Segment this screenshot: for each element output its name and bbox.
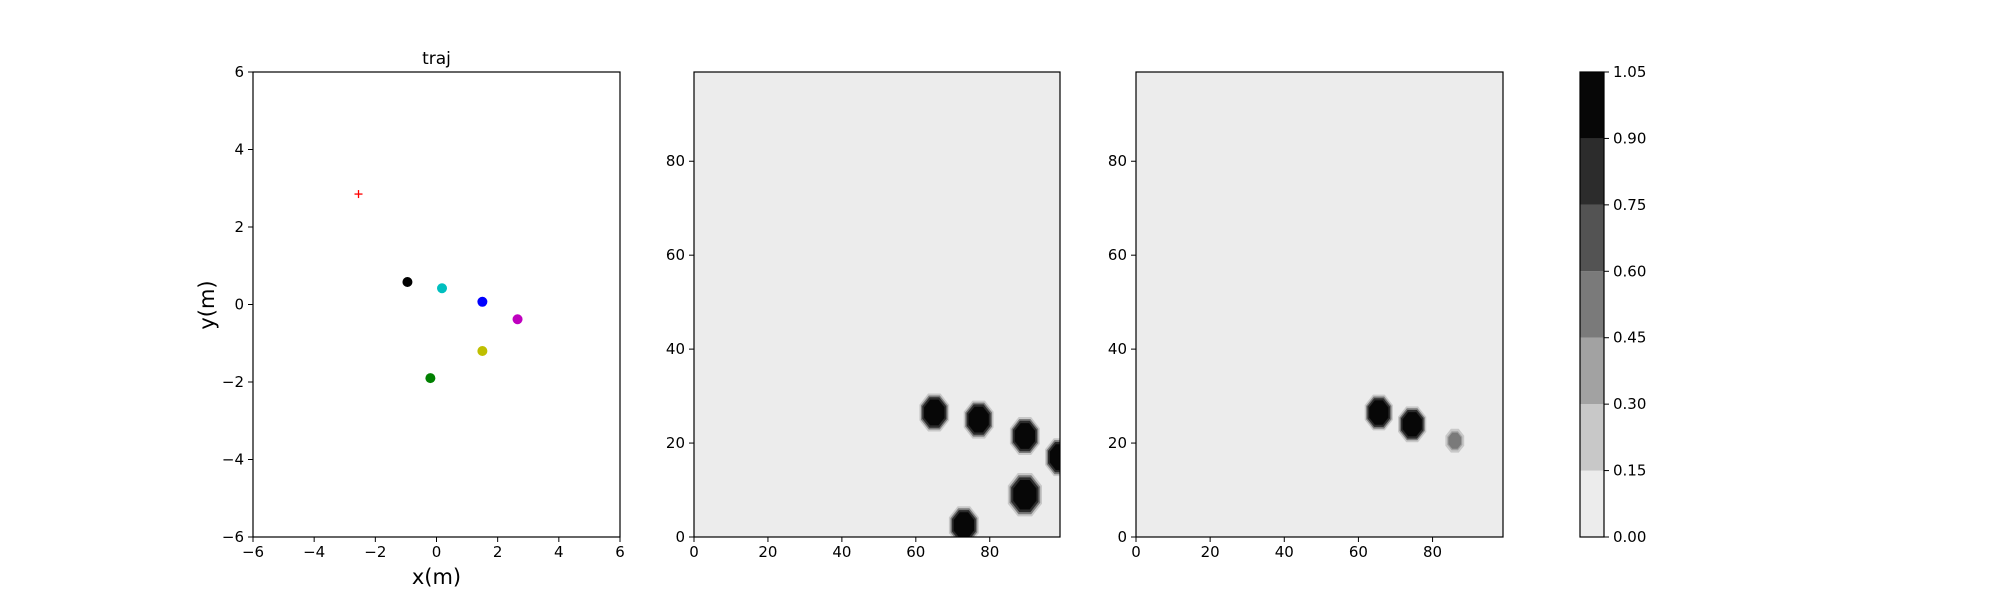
- heatmap-2-x-tick-label: 60: [1349, 543, 1368, 561]
- trajectory-plot-frame: [252, 71, 621, 538]
- heatmap-1-y-tick-label: 20: [666, 434, 685, 452]
- heatmap-1-y-tick-label: 60: [666, 246, 685, 264]
- trajectory-y-tick-label: 6: [234, 63, 244, 81]
- colorbar-tick-label: 0.00: [1613, 528, 1646, 546]
- colorbar-band: [1580, 271, 1604, 338]
- heatmap-plot-1: 0 20 40 60 80 0 20 40 60 80: [666, 71, 1061, 561]
- heatmap-1-x-tick-label: 80: [980, 543, 999, 561]
- heatmap-2-x-tick-label: 80: [1423, 543, 1442, 561]
- trajectory-plot-title: traj: [422, 49, 451, 69]
- heatmap-1-y-ticks: 0 20 40 60 80: [666, 152, 694, 546]
- trajectory-point: [425, 373, 436, 384]
- heatmap-1-blobs: [919, 393, 1060, 537]
- trajectory-point: [477, 346, 488, 356]
- trajectory-y-tick-label: 4: [234, 141, 244, 159]
- colorbar-frame: [1579, 71, 1605, 538]
- heatmap-2-x-ticks: 0 20 40 60 80: [1131, 537, 1442, 561]
- colorbar-tick-label: 0.90: [1613, 129, 1646, 147]
- trajectory-x-tick-label: 4: [554, 543, 564, 561]
- heatmap-1-blob: [1045, 438, 1060, 477]
- heatmap-2-x-tick-label: 20: [1201, 543, 1220, 561]
- heatmap-1-y-tick-label: 80: [666, 152, 685, 170]
- trajectory-points: [354, 190, 523, 384]
- trajectory-y-tick-label: 0: [234, 296, 244, 314]
- colorbar-tick-label: 0.45: [1613, 329, 1646, 347]
- colorbar-tick-label: 0.15: [1613, 462, 1646, 480]
- heatmap-2-blob: [1398, 406, 1427, 443]
- heatmap-1-x-tick-label: 60: [906, 543, 925, 561]
- heatmap-1-frame: [693, 71, 1061, 538]
- colorbar-band: [1580, 470, 1604, 537]
- trajectory-goal-marker: [354, 190, 363, 199]
- heatmap-1-x-ticks: 0 20 40 60 80: [689, 537, 999, 561]
- heatmap-1-blob: [919, 393, 950, 432]
- heatmap-2-x-tick-label: 0: [1131, 543, 1141, 561]
- trajectory-x-tick-label: −2: [364, 543, 386, 561]
- x-axis-label: x(m): [412, 565, 461, 589]
- heatmap-2-blob: [1364, 394, 1393, 431]
- heatmap-2-y-tick-label: 40: [1108, 340, 1127, 358]
- heatmap-2-y-tick-label: 80: [1108, 152, 1127, 170]
- colorbar-ticks: 0.00 0.15 0.30 0.45 0.60 0.75 0.90 1.05: [1604, 63, 1646, 546]
- trajectory-point: [437, 283, 448, 294]
- y-axis-label: y(m): [195, 280, 219, 329]
- colorbar-band: [1580, 72, 1604, 139]
- colorbar-band: [1580, 204, 1604, 272]
- colorbar-tick-label: 0.75: [1613, 196, 1646, 214]
- trajectory-y-ticks: −6 −4 −2 0 2 4 6: [222, 63, 253, 546]
- heatmap-1-x-tick-label: 20: [758, 543, 777, 561]
- colorbar-tick-label: 0.60: [1613, 262, 1646, 280]
- heatmap-1-blob: [963, 400, 994, 439]
- trajectory-point: [402, 277, 413, 288]
- colorbar-tick-label: 0.30: [1613, 395, 1646, 413]
- heatmap-1-x-tick-label: 0: [689, 543, 699, 561]
- heatmap-1-blob: [1009, 417, 1040, 455]
- trajectory-x-tick-label: 0: [432, 543, 442, 561]
- colorbar-band: [1580, 404, 1604, 471]
- trajectory-y-tick-label: −6: [222, 528, 244, 546]
- heatmap-2-blob: [1445, 428, 1465, 453]
- heatmap-1-blob: [1007, 473, 1042, 517]
- heatmap-2-x-tick-label: 40: [1275, 543, 1294, 561]
- heatmap-2-y-ticks: 0 20 40 60 80: [1108, 152, 1136, 546]
- colorbar: 0.00 0.15 0.30 0.45 0.60 0.75 0.90 1.05: [1579, 63, 1646, 546]
- heatmap-1-blob: [948, 506, 979, 537]
- trajectory-x-tick-label: −4: [303, 543, 325, 561]
- trajectory-point: [512, 314, 523, 325]
- heatmap-2-frame: [1135, 71, 1504, 538]
- trajectory-x-tick-label: 6: [615, 543, 625, 561]
- heatmap-2-blobs: [1364, 394, 1465, 453]
- trajectory-y-tick-label: 2: [234, 218, 244, 236]
- heatmap-1-y-tick-label: 0: [675, 528, 685, 546]
- colorbar-band: [1580, 337, 1604, 405]
- trajectory-point: [477, 296, 488, 307]
- colorbar-band: [1580, 138, 1604, 205]
- trajectory-x-tick-label: 2: [493, 543, 503, 561]
- colorbar-tick-label: 1.05: [1613, 63, 1646, 81]
- heatmap-2-y-tick-label: 60: [1108, 246, 1127, 264]
- heatmap-1-y-tick-label: 40: [666, 340, 685, 358]
- colorbar-bands: [1580, 72, 1604, 537]
- heatmap-2-y-tick-label: 20: [1108, 434, 1127, 452]
- trajectory-y-tick-label: −2: [222, 373, 244, 391]
- trajectory-x-ticks: −6 −4 −2 0 2 4 6: [242, 537, 625, 561]
- trajectory-plot: traj −6 −4 −2 0 2 4 6 −6 −4 −2 0 2 4 6 x(m) y(m): [195, 49, 625, 589]
- heatmap-1-background: [694, 72, 1060, 537]
- heatmap-2-y-tick-label: 0: [1117, 528, 1127, 546]
- trajectory-y-tick-label: −4: [222, 451, 244, 469]
- heatmap-2-background: [1136, 72, 1503, 537]
- heatmap-1-x-tick-label: 40: [832, 543, 851, 561]
- trajectory-x-tick-label: −6: [242, 543, 264, 561]
- heatmap-plot-2: 0 20 40 60 80 0 20 40 60 80: [1108, 71, 1504, 561]
